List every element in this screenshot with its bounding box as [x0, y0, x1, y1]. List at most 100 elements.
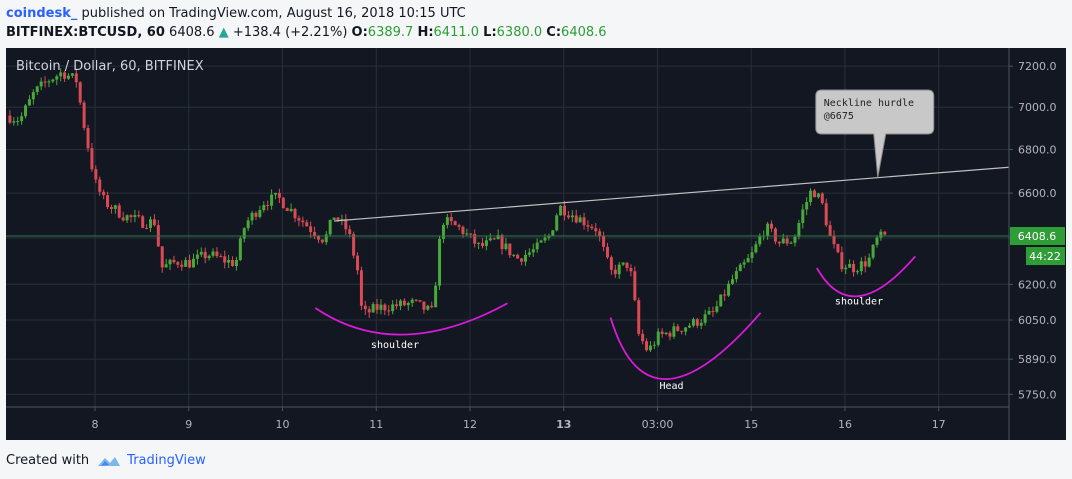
- candle-body: [617, 264, 621, 275]
- candle-body: [828, 225, 832, 236]
- candle-body: [777, 241, 781, 244]
- candle-body: [746, 257, 750, 263]
- y-tick-label: 7200.0: [1018, 60, 1057, 73]
- candle-body: [12, 121, 16, 123]
- high-value: 6411.0: [433, 25, 480, 40]
- price-chart[interactable]: shoulder Head shoulder Bitcoin / Dollar, 6…: [6, 48, 1066, 440]
- candle-body: [867, 257, 871, 267]
- candle-body: [402, 300, 406, 306]
- pattern-label: shoulder: [371, 340, 419, 351]
- tradingview-logo-icon: [98, 457, 121, 466]
- candle-body: [613, 269, 617, 275]
- candle-body: [152, 219, 156, 226]
- high-label: H:: [417, 25, 434, 40]
- candle-body: [637, 300, 641, 334]
- candle-body: [445, 217, 449, 225]
- candle-body: [149, 219, 153, 228]
- candle-body: [832, 235, 836, 245]
- candle-body: [199, 251, 203, 255]
- candle-body: [723, 294, 727, 296]
- candle-body: [188, 260, 192, 268]
- candle-body: [582, 217, 586, 226]
- y-tick-label: 5890.0: [1018, 353, 1057, 366]
- candle-body: [297, 218, 301, 221]
- low-value: 6380.0: [496, 25, 543, 40]
- y-tick-label: 6800.0: [1018, 144, 1057, 157]
- candle-body: [590, 226, 594, 229]
- candle-body: [730, 279, 734, 284]
- last-price: 6408.6: [169, 25, 215, 40]
- candle-body: [348, 229, 352, 235]
- candle-body: [492, 238, 496, 240]
- candle-body: [680, 330, 684, 332]
- x-tick-label: 10: [276, 418, 290, 431]
- x-tick-label: 11: [369, 418, 383, 431]
- callout-line2: @6675: [824, 111, 854, 122]
- candle-body: [16, 121, 20, 123]
- candle-body: [789, 242, 793, 244]
- candle-body: [883, 231, 887, 235]
- author-link[interactable]: coindesk_: [6, 6, 78, 21]
- candle-body: [496, 235, 500, 240]
- candle-body: [578, 217, 582, 223]
- candle-body: [805, 202, 809, 210]
- candle-body: [203, 251, 207, 259]
- candle-body: [477, 242, 481, 244]
- candle-body: [809, 190, 813, 203]
- candle-body: [254, 212, 258, 217]
- candle-body: [184, 260, 188, 267]
- candle-body: [508, 243, 512, 256]
- candle-body: [82, 102, 86, 128]
- candle-body: [844, 267, 848, 270]
- candle-body: [512, 254, 516, 256]
- candle-body: [285, 208, 289, 211]
- candle-body: [180, 264, 184, 267]
- candle-body: [90, 148, 94, 170]
- candle-body: [414, 299, 418, 301]
- up-triangle-icon: ▲: [218, 25, 229, 40]
- pattern-curve: [816, 255, 916, 298]
- candle-body: [316, 236, 320, 240]
- candle-body: [59, 72, 63, 77]
- candle-body: [227, 259, 231, 263]
- candle-body: [633, 271, 637, 301]
- candle-body: [621, 262, 625, 265]
- y-tick-label: 5750.0: [1018, 388, 1057, 401]
- x-tick-label: 17: [932, 418, 946, 431]
- candle-body: [78, 82, 82, 103]
- candle-body: [289, 208, 293, 211]
- candle-body: [70, 73, 74, 76]
- candle-body: [74, 73, 78, 83]
- last-price-tag: [1010, 227, 1065, 246]
- y-tick-label: 6200.0: [1018, 278, 1057, 291]
- tradingview-link[interactable]: TradingView: [127, 453, 206, 468]
- candle-body: [231, 259, 235, 267]
- candle-body: [24, 105, 28, 117]
- candle-body: [531, 249, 535, 253]
- candle-body: [781, 238, 785, 244]
- candle-body: [469, 233, 473, 235]
- candle-body: [801, 209, 805, 224]
- candle-body: [441, 224, 445, 239]
- candle-body: [727, 283, 731, 296]
- candle-body: [94, 169, 98, 180]
- candle-body: [35, 86, 39, 93]
- candle-body: [305, 222, 309, 227]
- candle-body: [55, 76, 59, 80]
- chart-header: coindesk_ published on TradingView.com, …: [6, 4, 1066, 42]
- candle-body: [281, 197, 285, 209]
- candle-body: [176, 262, 180, 265]
- x-tick-label: 13: [556, 418, 571, 431]
- candle-body: [160, 246, 164, 268]
- candle-body: [352, 234, 356, 256]
- candle-body: [258, 210, 262, 217]
- candle-body: [812, 190, 816, 198]
- candle-body: [688, 325, 692, 328]
- candle-body: [270, 194, 274, 206]
- candle-body: [219, 256, 223, 258]
- candle-body: [215, 251, 219, 257]
- candle-body: [684, 327, 688, 332]
- candle-body: [797, 223, 801, 237]
- callout-line1: Neckline hurdle: [824, 98, 914, 109]
- candle-body: [785, 238, 789, 244]
